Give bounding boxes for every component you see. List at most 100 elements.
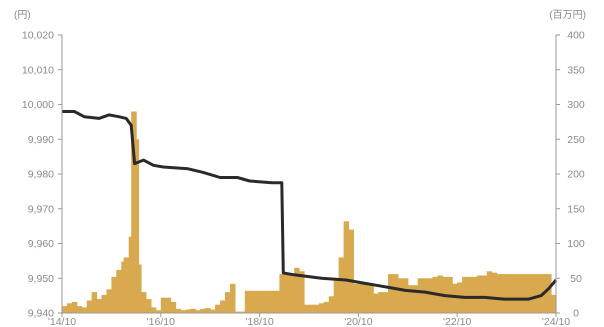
volume-bar (96, 299, 103, 313)
volume-bar (294, 267, 300, 313)
volume-bar (481, 275, 488, 313)
volume-bar (323, 301, 330, 313)
volume-bar (155, 310, 162, 313)
volume-bar (501, 274, 508, 313)
volume-bar (383, 292, 389, 313)
volume-bar (496, 274, 503, 313)
volume-bar (200, 308, 206, 313)
volume-bar (195, 310, 201, 313)
volume-bar (150, 307, 157, 313)
volume-bar (546, 274, 552, 313)
volume-bar (141, 292, 147, 313)
volume-bar (111, 276, 117, 313)
right-tick-label: 100 (567, 238, 585, 250)
right-tick-label: 0 (573, 308, 579, 320)
right-tick-label: 200 (567, 169, 585, 181)
volume-bar (175, 308, 182, 313)
volume-bar (76, 306, 83, 313)
volume-bar (165, 297, 172, 313)
price-line (62, 110, 558, 301)
volume-bar (397, 278, 404, 314)
volume-bar (328, 296, 335, 313)
volume-bar (343, 221, 350, 313)
axes: 9,940 9,950 9,960 9,970 9,980 9,990 10,000 10,0… (22, 30, 585, 327)
right-axis-unit-label: (百万円) (549, 9, 586, 21)
volume-bar (299, 271, 305, 313)
volume-bar (521, 274, 527, 313)
volume-bar (81, 307, 88, 313)
volume-bar (531, 274, 537, 313)
volume-bar (462, 276, 468, 313)
x-tick-label: '24/10 (542, 316, 570, 327)
volume-bar (333, 278, 340, 314)
volume-bar (116, 269, 122, 313)
volume-bar (234, 311, 241, 313)
volume-bar (506, 274, 513, 313)
left-tick-label: 9,950 (28, 273, 54, 285)
right-tick-label: 50 (570, 273, 582, 285)
volume-bar (304, 304, 310, 313)
volume-bar (249, 290, 256, 313)
volume-bar (210, 309, 216, 313)
volume-bar (274, 290, 280, 313)
volume-bar (244, 290, 251, 313)
left-tick-label: 9,960 (28, 238, 54, 250)
volume-bar (348, 229, 354, 313)
volume-bar (264, 290, 270, 313)
volume-bar (309, 304, 315, 313)
volume-bar (225, 292, 231, 313)
volume-bar (86, 300, 93, 313)
right-tick-label: 300 (567, 99, 585, 111)
right-tick-label: 150 (567, 203, 585, 215)
volume-bar (536, 274, 542, 313)
volume-bar (393, 274, 399, 313)
volume-bar (136, 264, 142, 313)
volume-bar (452, 283, 458, 313)
volume-bar (363, 283, 369, 313)
volume-bar (407, 285, 414, 313)
x-tick-label: '18/10 (245, 316, 273, 327)
volume-bar (215, 304, 221, 313)
left-tick-label: 10,020 (22, 30, 54, 42)
volume-bar (101, 294, 107, 313)
right-tick-label: 350 (567, 64, 585, 76)
volume-bar (353, 283, 359, 313)
left-tick-label: 9,990 (28, 134, 54, 146)
volume-bar (388, 274, 394, 313)
volume-bar (551, 294, 557, 313)
volume-bar (66, 303, 73, 313)
volume-bar (91, 292, 98, 313)
x-tick-label: '14/10 (48, 316, 76, 327)
volume-bar (239, 311, 246, 313)
volume-bar (289, 274, 295, 313)
volume-bar (427, 278, 434, 314)
x-tick-label: '16/10 (147, 316, 175, 327)
volume-bar (133, 139, 140, 314)
left-axis-unit-label: (円) (14, 10, 31, 21)
volume-bar (491, 272, 498, 313)
volume-bar (402, 278, 409, 314)
volume-bar (378, 292, 384, 313)
volume-bar (467, 276, 473, 313)
volume-bar (422, 278, 429, 314)
volume-bar (338, 257, 345, 313)
left-tick-label: 10,000 (22, 99, 54, 111)
volume-bar (230, 283, 236, 313)
left-tick-label: 9,970 (28, 203, 54, 215)
volume-bar (106, 289, 112, 313)
volume-bar (516, 274, 522, 313)
volume-bar (146, 299, 152, 313)
volume-bar (254, 290, 261, 313)
volume-bar (269, 290, 275, 313)
volume-bar (160, 297, 167, 313)
right-tick-label: 250 (567, 134, 585, 146)
volume-bar (190, 308, 196, 313)
volume-bar (318, 303, 325, 313)
volume-bar (477, 275, 483, 313)
volume-bar (412, 285, 419, 313)
volume-bar (205, 308, 211, 313)
volume-bar (368, 283, 374, 313)
left-tick-label: 9,980 (28, 169, 54, 181)
volume-bars (62, 111, 557, 314)
